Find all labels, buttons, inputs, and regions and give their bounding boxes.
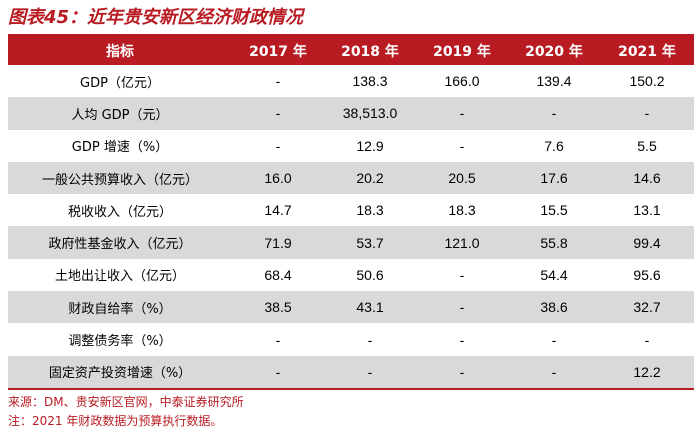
- table-cell: 43.1: [324, 291, 416, 324]
- table-cell: -: [275, 331, 281, 348]
- table-cell: -: [275, 73, 281, 90]
- header-2020: 2020 年: [508, 36, 600, 65]
- figure-title: 图表45：近年贵安新区经济财政情况: [8, 7, 304, 28]
- table-row: 政府性基金收入（亿元） 71.9 53.7 121.0 55.8 99.4: [8, 226, 694, 259]
- table-cell: 121.0: [416, 226, 508, 259]
- header-2017: 2017 年: [232, 36, 324, 65]
- header-2021: 2021 年: [600, 36, 694, 65]
- table-cell: 95.6: [633, 266, 661, 283]
- table-cell: 15.5: [540, 202, 568, 219]
- table-cell: 12.2: [600, 355, 694, 388]
- table-cell: -: [459, 137, 465, 154]
- table-cell: 53.7: [324, 226, 416, 259]
- table-cell: 38.5: [232, 291, 324, 324]
- table-cell: 20.2: [324, 161, 416, 195]
- table-cell: 17.6: [508, 161, 600, 195]
- row-label: GDP 增速（%）: [71, 140, 169, 156]
- table-cell: 14.6: [600, 161, 694, 195]
- table-cell: -: [416, 355, 508, 388]
- table-cell: 16.0: [232, 161, 324, 195]
- table-header-row: 指标 2017 年 2018 年 2019 年 2020 年 2021 年: [8, 36, 694, 65]
- table-row: 固定资产投资增速（%） - - - - 12.2: [8, 355, 694, 388]
- table-cell: 32.7: [600, 291, 694, 324]
- table-cell: 150.2: [629, 73, 665, 90]
- table-cell: -: [508, 355, 600, 388]
- table-cell: -: [459, 331, 465, 348]
- table-cell: 5.5: [637, 137, 657, 154]
- table-cell: -: [232, 97, 324, 130]
- table-row: GDP 增速（%） - 12.9 - 7.6 5.5: [8, 130, 694, 162]
- table-cell: 139.4: [536, 73, 572, 90]
- table-cell: 166.0: [444, 73, 480, 90]
- table-row: 财政自给率（%） 38.5 43.1 - 38.6 32.7: [8, 291, 694, 324]
- table-cell: 14.7: [264, 202, 292, 219]
- row-label: 固定资产投资增速（%）: [8, 355, 232, 388]
- table-cell: -: [324, 355, 416, 388]
- table-cell: -: [367, 331, 373, 348]
- table-row: 一般公共预算收入（亿元） 16.0 20.2 20.5 17.6 14.6: [8, 161, 694, 195]
- table-cell: -: [600, 97, 694, 130]
- table-row: 人均 GDP（元） - 38,513.0 - - -: [8, 97, 694, 130]
- table-cell: 138.3: [352, 73, 388, 90]
- table-cell: 68.4: [264, 266, 292, 283]
- header-2018: 2018 年: [324, 36, 416, 65]
- remark-note: 注：2021 年财政数据为预算执行数据。: [8, 414, 223, 428]
- table-cell: -: [416, 291, 508, 324]
- row-label: 财政自给率（%）: [8, 291, 232, 324]
- table-cell: -: [459, 266, 465, 283]
- table-cell: 18.3: [356, 202, 384, 219]
- table-cell: 38.6: [508, 291, 600, 324]
- table-cell: 18.3: [448, 202, 476, 219]
- header-indicator: 指标: [8, 36, 232, 65]
- row-label: 一般公共预算收入（亿元）: [8, 161, 232, 195]
- header-2019: 2019 年: [416, 36, 508, 65]
- table-cell: 20.5: [416, 161, 508, 195]
- table-cell: 71.9: [232, 226, 324, 259]
- row-label: 政府性基金收入（亿元）: [8, 226, 232, 259]
- table-cell: 13.1: [633, 202, 661, 219]
- row-label: 人均 GDP（元）: [8, 97, 232, 130]
- table-row: 调整债务率（%） - - - - -: [8, 323, 694, 355]
- table-cell: -: [275, 137, 281, 154]
- source-note: 来源：DM、贵安新区官网，中泰证券研究所: [8, 395, 244, 409]
- table-cell: -: [644, 331, 650, 348]
- economic-fiscal-table: 指标 2017 年 2018 年 2019 年 2020 年 2021 年 GD…: [8, 36, 694, 388]
- row-label: 调整债务率（%）: [68, 334, 172, 350]
- top-divider: [8, 34, 694, 36]
- table-row: 税收收入（亿元） 14.7 18.3 18.3 15.5 13.1: [8, 194, 694, 226]
- table-row: 土地出让收入（亿元） 68.4 50.6 - 54.4 95.6: [8, 259, 694, 291]
- table-cell: -: [232, 355, 324, 388]
- table-cell: -: [551, 331, 557, 348]
- table-row: GDP（亿元） - 138.3 166.0 139.4 150.2: [8, 65, 694, 97]
- table-cell: 55.8: [508, 226, 600, 259]
- bottom-divider: [8, 388, 694, 390]
- table-cell: -: [416, 97, 508, 130]
- table-cell: 7.6: [544, 137, 564, 154]
- row-label: 土地出让收入（亿元）: [54, 269, 185, 285]
- table-cell: 38,513.0: [324, 97, 416, 130]
- table-cell: -: [508, 97, 600, 130]
- table-cell: 54.4: [540, 266, 568, 283]
- table-cell: 50.6: [356, 266, 384, 283]
- table-cell: 99.4: [600, 226, 694, 259]
- row-label: 税收收入（亿元）: [67, 204, 172, 220]
- table-cell: 12.9: [356, 137, 384, 154]
- row-label: GDP（亿元）: [80, 75, 160, 91]
